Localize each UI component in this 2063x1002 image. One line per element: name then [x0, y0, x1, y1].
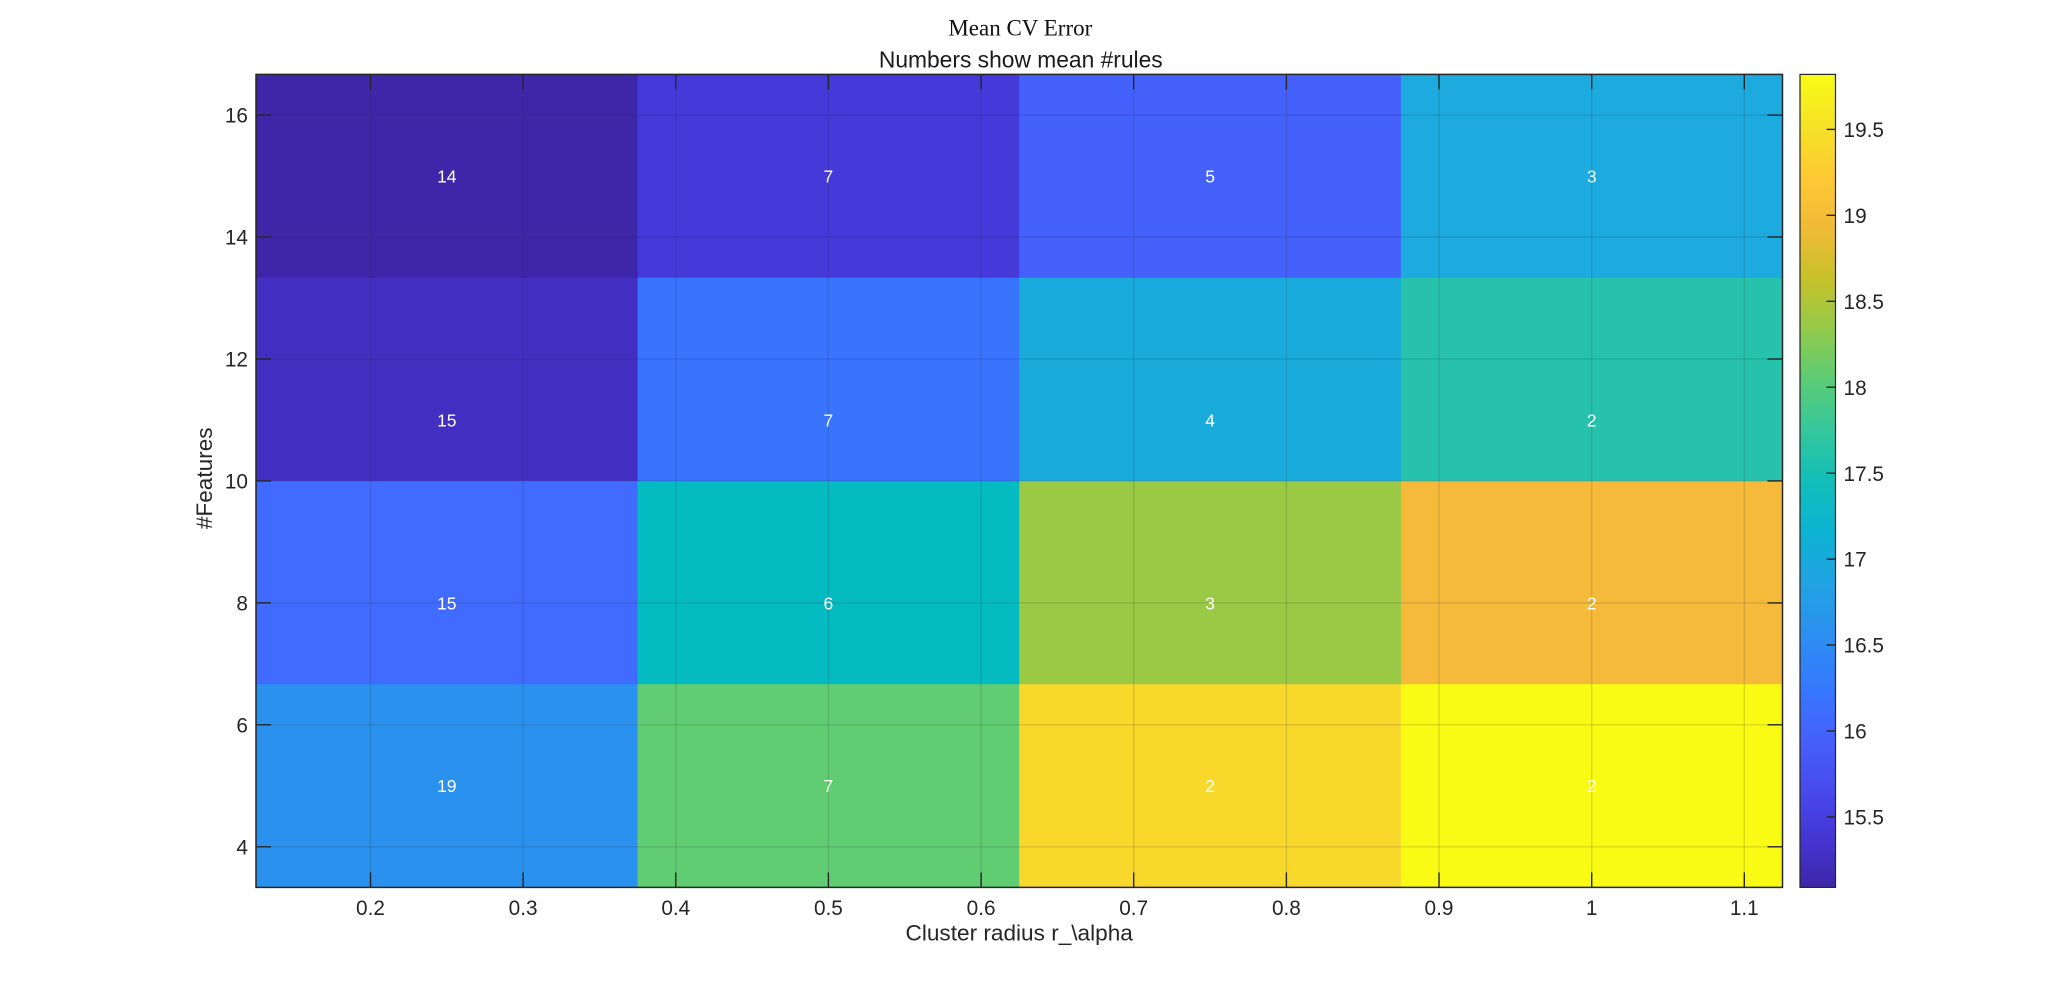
svg-text:Mean CV Error: Mean CV Error: [948, 15, 1092, 40]
svg-text:1: 1: [1586, 897, 1598, 920]
svg-text:19: 19: [437, 776, 456, 796]
svg-text:19: 19: [1844, 205, 1867, 228]
svg-text:6: 6: [824, 593, 834, 613]
svg-text:2: 2: [1587, 776, 1597, 796]
svg-text:17: 17: [1844, 549, 1867, 572]
svg-text:3: 3: [1587, 166, 1597, 186]
svg-text:1.1: 1.1: [1730, 897, 1759, 920]
svg-text:3: 3: [1205, 593, 1215, 613]
svg-text:6: 6: [236, 714, 248, 737]
svg-text:0.4: 0.4: [661, 897, 690, 920]
svg-text:0.2: 0.2: [356, 897, 385, 920]
svg-text:0.5: 0.5: [814, 897, 843, 920]
svg-text:18.5: 18.5: [1844, 291, 1884, 314]
svg-text:Numbers show mean #rules: Numbers show mean #rules: [879, 47, 1163, 73]
svg-text:0.3: 0.3: [509, 897, 538, 920]
svg-text:8: 8: [236, 593, 248, 616]
svg-text:4: 4: [236, 836, 248, 859]
svg-text:16.5: 16.5: [1844, 635, 1884, 658]
svg-text:10: 10: [225, 471, 248, 494]
svg-text:12: 12: [225, 349, 248, 372]
svg-text:0.7: 0.7: [1119, 897, 1148, 920]
svg-text:7: 7: [824, 410, 834, 430]
svg-text:7: 7: [824, 166, 834, 186]
svg-text:0.9: 0.9: [1425, 897, 1454, 920]
svg-text:18: 18: [1844, 377, 1867, 400]
svg-text:Cluster radius r_\alpha: Cluster radius r_\alpha: [906, 920, 1134, 945]
svg-text:2: 2: [1587, 410, 1597, 430]
svg-text:15.5: 15.5: [1844, 807, 1884, 830]
svg-text:15: 15: [437, 593, 456, 613]
svg-text:2: 2: [1587, 593, 1597, 613]
svg-text:19.5: 19.5: [1844, 119, 1884, 142]
svg-text:#Features: #Features: [192, 427, 217, 529]
svg-text:2: 2: [1205, 776, 1215, 796]
svg-text:16: 16: [1844, 721, 1867, 744]
svg-text:14: 14: [225, 227, 248, 250]
svg-text:0.6: 0.6: [967, 897, 996, 920]
svg-text:15: 15: [437, 410, 456, 430]
svg-text:16: 16: [225, 105, 248, 128]
svg-text:4: 4: [1205, 410, 1215, 430]
svg-text:7: 7: [824, 776, 834, 796]
svg-text:14: 14: [437, 166, 457, 186]
svg-text:5: 5: [1205, 166, 1215, 186]
svg-text:0.8: 0.8: [1272, 897, 1301, 920]
svg-text:17.5: 17.5: [1844, 463, 1884, 486]
